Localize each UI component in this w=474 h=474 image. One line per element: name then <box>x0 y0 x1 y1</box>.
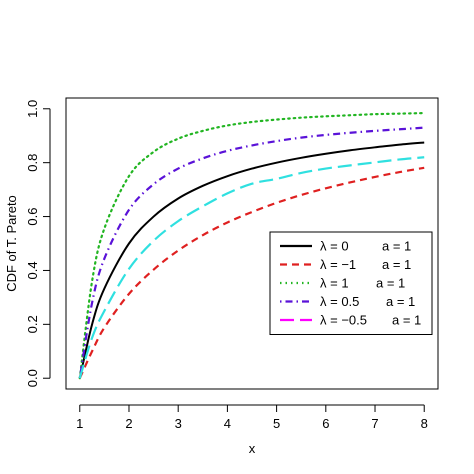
legend-box <box>269 231 433 335</box>
legend-a-label: a = 1 <box>382 239 411 254</box>
y-tick-label: 0.6 <box>25 208 40 226</box>
series-line <box>78 166 425 379</box>
series-line <box>78 156 425 379</box>
legend: λ = 0 a = 1 λ = −1 a = 1 λ = 1 a = 1 λ = 0.5 a … <box>269 231 433 335</box>
x-tick-label: 2 <box>125 416 132 431</box>
y-tick-label: 0.0 <box>25 369 40 387</box>
x-tick-label: 1 <box>76 416 83 431</box>
x-axis-label: x <box>249 441 256 456</box>
legend-a-label: a = 1 <box>386 294 415 309</box>
x-tick-label: 8 <box>421 416 428 431</box>
x-tick-label: 3 <box>175 416 182 431</box>
x-tick-label: 4 <box>224 416 231 431</box>
legend-label: λ = 0.5 <box>320 294 359 309</box>
plot-area <box>78 111 426 380</box>
series-line <box>78 126 425 379</box>
legend-label: λ = −0.5 <box>320 313 367 328</box>
legend-a-label: a = 1 <box>382 257 411 272</box>
x-tick-label: 7 <box>371 416 378 431</box>
legend-label: λ = −1 <box>320 257 356 272</box>
axes: 1 2 3 4 5 6 7 8 0.0 0.2 0.4 0.6 0.8 1.0 <box>25 100 428 431</box>
legend-a-label: a = 1 <box>376 276 405 291</box>
y-tick-label: 1.0 <box>25 100 40 118</box>
legend-label: λ = 1 <box>320 276 349 291</box>
legend-a-label: a = 1 <box>392 313 421 328</box>
y-tick-label: 0.2 <box>25 315 40 333</box>
series-line <box>78 141 425 379</box>
y-axis-label: CDF of T. Pareto <box>4 195 19 292</box>
plot-frame <box>65 97 439 390</box>
y-tick-label: 0.4 <box>25 261 40 279</box>
x-tick-label: 5 <box>273 416 280 431</box>
legend-label: λ = 0 <box>320 239 349 254</box>
y-tick-label: 0.8 <box>25 154 40 172</box>
x-tick-label: 6 <box>322 416 329 431</box>
series-line <box>78 111 426 380</box>
